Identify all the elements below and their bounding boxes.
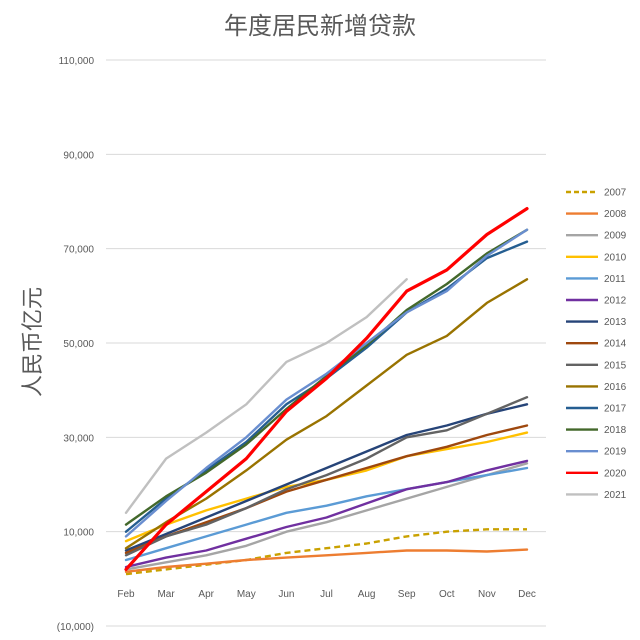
series-line-2017 bbox=[124, 240, 529, 533]
series-line-2014 bbox=[124, 424, 529, 555]
x-tick-label: Jun bbox=[278, 589, 294, 600]
series-line-2013 bbox=[124, 403, 529, 552]
y-tick-label: 10,000 bbox=[63, 528, 94, 539]
series-line-2018 bbox=[124, 228, 529, 526]
legend-label: 2007 bbox=[604, 188, 627, 199]
series-line-2012 bbox=[124, 459, 529, 569]
legend-label: 2010 bbox=[604, 252, 627, 263]
x-tick-label: Mar bbox=[157, 589, 175, 600]
legend-label: 2015 bbox=[604, 360, 627, 371]
legend-label: 2009 bbox=[604, 231, 627, 242]
legend-label: 2011 bbox=[604, 274, 626, 285]
series-line-2011 bbox=[124, 466, 529, 562]
x-tick-label: Feb bbox=[117, 589, 135, 600]
y-tick-label: (10,000) bbox=[57, 622, 94, 633]
x-tick-label: May bbox=[237, 589, 256, 600]
legend-label: 2014 bbox=[604, 339, 627, 350]
x-tick-label: Apr bbox=[198, 589, 214, 600]
x-tick-label: Dec bbox=[518, 589, 536, 600]
legend-label: 2013 bbox=[604, 317, 627, 328]
legend: 2007 2008 2009 2010 2011 2012 2013 2014 2015 2016… bbox=[566, 188, 627, 501]
legend-label: 2019 bbox=[604, 447, 627, 458]
series-lines bbox=[124, 207, 529, 576]
y-tick-label: 70,000 bbox=[63, 245, 94, 256]
legend-label: 2016 bbox=[604, 382, 627, 393]
series-line-2009 bbox=[124, 462, 529, 571]
chart-title: 年度居民新增贷款 bbox=[224, 12, 416, 40]
legend-label: 2008 bbox=[604, 209, 627, 220]
series-line-2020 bbox=[124, 207, 529, 572]
x-tick-label: Oct bbox=[439, 589, 455, 600]
x-tick-label: Jul bbox=[320, 589, 333, 600]
x-tick-label: Aug bbox=[358, 589, 376, 600]
x-tick-labels: Feb Mar Apr May Jun Jul Aug Sep Oct Nov Dec bbox=[117, 589, 536, 600]
x-tick-label: Nov bbox=[478, 589, 496, 600]
series-line-2007 bbox=[125, 528, 527, 576]
y-tick-label: 30,000 bbox=[63, 433, 94, 444]
series-line-2021 bbox=[124, 278, 408, 514]
legend-label: 2020 bbox=[604, 468, 627, 479]
y-tick-label: 90,000 bbox=[63, 150, 94, 161]
x-tick-label: Sep bbox=[398, 589, 416, 600]
legend-label: 2012 bbox=[604, 296, 627, 307]
y-tick-labels: (10,000) 10,000 30,000 50,000 70,000 90,000 11… bbox=[57, 56, 95, 633]
y-tick-label: 110,000 bbox=[59, 56, 95, 67]
legend-label: 2017 bbox=[604, 404, 627, 415]
y-tick-label: 50,000 bbox=[63, 339, 94, 350]
legend-label: 2018 bbox=[604, 425, 627, 436]
series-line-2016 bbox=[124, 278, 529, 550]
series-line-2015 bbox=[124, 396, 529, 557]
y-axis-label: 人民币亿元 bbox=[21, 287, 46, 397]
series-line-2019 bbox=[124, 228, 529, 538]
series-line-2008 bbox=[124, 548, 529, 573]
legend-label: 2021 bbox=[604, 490, 627, 501]
